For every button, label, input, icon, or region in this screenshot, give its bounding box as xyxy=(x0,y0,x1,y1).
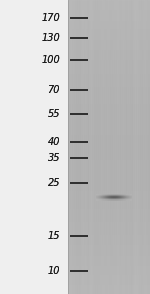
Text: 25: 25 xyxy=(48,178,60,188)
Text: 100: 100 xyxy=(41,55,60,65)
Text: 15: 15 xyxy=(48,231,60,241)
Text: 40: 40 xyxy=(48,137,60,147)
Text: 70: 70 xyxy=(48,85,60,95)
Text: 25: 25 xyxy=(48,178,60,188)
Text: 130: 130 xyxy=(41,33,60,43)
Text: 15: 15 xyxy=(48,231,60,241)
Text: 130: 130 xyxy=(41,33,60,43)
Text: 10: 10 xyxy=(48,266,60,276)
Text: 70: 70 xyxy=(48,85,60,95)
FancyBboxPatch shape xyxy=(0,0,68,294)
Text: 170: 170 xyxy=(41,13,60,23)
Text: 10: 10 xyxy=(48,266,60,276)
Text: 55: 55 xyxy=(48,109,60,119)
Text: 35: 35 xyxy=(48,153,60,163)
Text: 170: 170 xyxy=(41,13,60,23)
Text: 40: 40 xyxy=(48,137,60,147)
Text: 100: 100 xyxy=(41,55,60,65)
Text: 55: 55 xyxy=(48,109,60,119)
Text: 35: 35 xyxy=(48,153,60,163)
